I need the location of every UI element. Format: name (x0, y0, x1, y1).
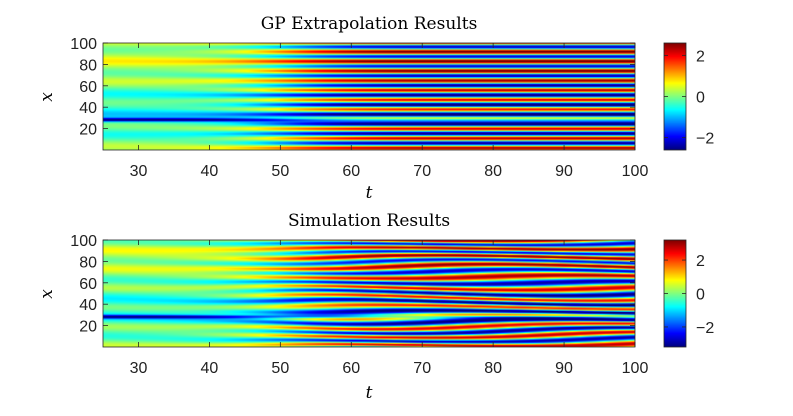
x-axis-label-sim: t (366, 383, 373, 403)
heatmap-gp (103, 43, 635, 150)
y-tick-label: 100 (70, 36, 97, 53)
y-axis-label-gp: x (37, 92, 57, 102)
x-tick-label: 100 (622, 360, 649, 377)
colorbar-tick-label: 2 (696, 253, 705, 270)
colorbar-tick-label: 2 (696, 48, 705, 65)
x-tick-label: 100 (622, 163, 649, 180)
chart-title-gp: GP Extrapolation Results (261, 14, 478, 34)
x-tick-label: 80 (484, 360, 502, 377)
x-tick-label: 60 (342, 163, 360, 180)
chart-title-sim: Simulation Results (288, 211, 450, 231)
panel-gp-extrapolation: GP Extrapolation Results 30 40 50 60 70 80 90 1… (37, 14, 714, 203)
x-tick-label: 50 (271, 163, 289, 180)
x-tick-label: 50 (271, 360, 289, 377)
x-tick-label: 90 (555, 163, 573, 180)
heatmap-sim (103, 240, 635, 347)
y-tick-label: 100 (70, 233, 97, 250)
colorbar-tick-label: 0 (696, 90, 705, 107)
x-axis-gp: 30 40 50 60 70 80 90 100 (130, 43, 649, 180)
y-axis-sim: 20 40 60 80 100 (70, 233, 635, 336)
y-tick-label: 20 (79, 319, 97, 336)
x-tick-label: 30 (130, 360, 148, 377)
y-tick-label: 80 (79, 254, 97, 271)
x-tick-label: 30 (130, 163, 148, 180)
y-tick-label: 20 (79, 122, 97, 139)
colorbar-ticks-gp: 2 0 −2 (664, 48, 714, 148)
x-axis-sim: 30 40 50 60 70 80 90 100 (130, 240, 649, 377)
panel-simulation: Simulation Results 30 40 50 60 70 80 90 100 204… (37, 211, 714, 403)
x-tick-label: 90 (555, 360, 573, 377)
colorbar-sim (664, 240, 686, 347)
y-tick-label: 40 (79, 100, 97, 117)
colorbar-gp (664, 43, 686, 150)
plot-frame-gp (102, 42, 636, 151)
x-tick-label: 70 (413, 163, 431, 180)
colorbar-tick-label: 0 (696, 287, 705, 304)
y-tick-label: 80 (79, 57, 97, 74)
x-tick-label: 60 (342, 360, 360, 377)
x-tick-label: 40 (201, 360, 219, 377)
y-axis-gp: 20 40 60 80 100 (70, 36, 635, 139)
colorbar-tick-label: −2 (696, 131, 714, 148)
colorbar-ticks-sim: 2 0 −2 (664, 253, 714, 337)
x-tick-label: 40 (201, 163, 219, 180)
y-axis-label-sim: x (37, 289, 57, 299)
x-tick-label: 70 (413, 360, 431, 377)
colorbar-tick-label: −2 (696, 320, 714, 337)
x-tick-label: 80 (484, 163, 502, 180)
plot-frame-sim (102, 239, 636, 348)
x-axis-label-gp: t (366, 183, 373, 203)
y-tick-label: 40 (79, 297, 97, 314)
y-tick-label: 60 (79, 79, 97, 96)
y-tick-label: 60 (79, 276, 97, 293)
